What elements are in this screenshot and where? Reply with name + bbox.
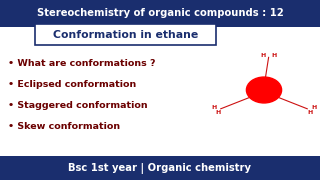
FancyBboxPatch shape xyxy=(0,156,320,180)
Text: H: H xyxy=(211,105,216,110)
Text: • Staggered conformation: • Staggered conformation xyxy=(8,101,148,110)
Ellipse shape xyxy=(246,77,282,103)
FancyBboxPatch shape xyxy=(0,0,320,27)
Text: H: H xyxy=(216,110,221,115)
Text: Bsc 1st year | Organic chemistry: Bsc 1st year | Organic chemistry xyxy=(68,163,252,174)
Text: • Skew conformation: • Skew conformation xyxy=(8,122,120,131)
Text: H: H xyxy=(272,53,277,58)
Text: Conformation in ethane: Conformation in ethane xyxy=(53,30,198,40)
Text: H: H xyxy=(260,53,266,58)
Text: Stereochemistry of organic compounds : 12: Stereochemistry of organic compounds : 1… xyxy=(36,8,284,18)
Text: H: H xyxy=(307,110,312,115)
FancyBboxPatch shape xyxy=(35,24,216,45)
Text: • Eclipsed conformation: • Eclipsed conformation xyxy=(8,80,136,89)
Text: • What are conformations ?: • What are conformations ? xyxy=(8,59,156,68)
Text: H: H xyxy=(312,105,317,110)
